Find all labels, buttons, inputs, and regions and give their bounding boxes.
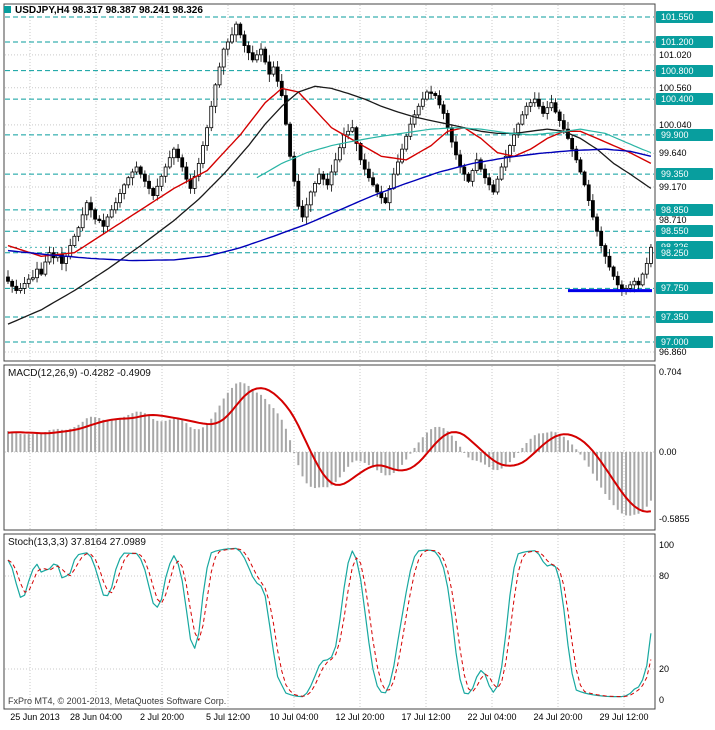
- price-level-label: 98.550: [656, 225, 713, 238]
- time-axis-label: 28 Jun 04:00: [69, 712, 123, 722]
- price-level-label: 101.550: [656, 11, 713, 23]
- stoch-axis-label: 100: [659, 540, 675, 550]
- price-level-label: 99.900: [656, 128, 713, 141]
- time-axis-label: 25 Jun 2013: [10, 712, 60, 722]
- price-grid-label: 98.710: [659, 214, 687, 225]
- time-axis-label: 5 Jul 12:00: [205, 712, 251, 722]
- price-level-label: 97.000: [656, 336, 713, 348]
- macd-axis-label: 0.704: [659, 367, 682, 378]
- stoch-axis-label: 0: [659, 695, 665, 705]
- time-axis-label: 17 Jul 12:00: [401, 712, 451, 722]
- chart-title: USDJPY,H4 98.317 98.387 98.241 98.326: [15, 5, 203, 16]
- chart-icon: [4, 6, 11, 13]
- price-level-label: 100.800: [656, 64, 713, 77]
- price-grid-label: 99.170: [659, 182, 687, 192]
- price-level-label: 97.350: [656, 311, 713, 323]
- stoch-axis-label: 80: [659, 571, 670, 581]
- time-axis-label: 29 Jul 12:00: [599, 712, 649, 722]
- macd-indicator-label: MACD(12,26,9) -0.4282 -0.4909: [8, 368, 151, 379]
- macd-axis-label: -0.5855: [659, 513, 690, 524]
- price-level-label: 98.250: [656, 246, 713, 259]
- stoch-axis-label: 20: [659, 664, 670, 674]
- stoch-indicator-label: Stoch(13,3,3) 37.8164 27.0989: [8, 537, 146, 548]
- copyright-text: FxPro MT4, © 2001-2013, MetaQuotes Softw…: [8, 696, 227, 706]
- time-axis-label: 10 Jul 04:00: [269, 712, 319, 722]
- price-level-label: 100.400: [656, 93, 713, 106]
- price-level-label: 101.200: [656, 36, 713, 48]
- price-grid-label: 101.020: [659, 49, 692, 60]
- price-grid-label: 100.560: [659, 82, 692, 93]
- time-axis-label: 24 Jul 20:00: [533, 712, 583, 722]
- price-grid-label: 96.860: [659, 347, 687, 357]
- price-level-label: 98.850: [656, 203, 713, 216]
- price-grid-label: 99.640: [659, 148, 687, 159]
- time-axis-label: 2 Jul 20:00: [139, 712, 185, 722]
- price-level-label: 97.750: [656, 282, 713, 295]
- time-axis-label: 12 Jul 20:00: [335, 712, 385, 722]
- macd-axis-label: 0.00: [659, 447, 677, 457]
- price-level-label: 99.350: [656, 168, 713, 181]
- price-grid-label: 100.040: [659, 119, 692, 130]
- time-axis-label: 22 Jul 04:00: [467, 712, 517, 722]
